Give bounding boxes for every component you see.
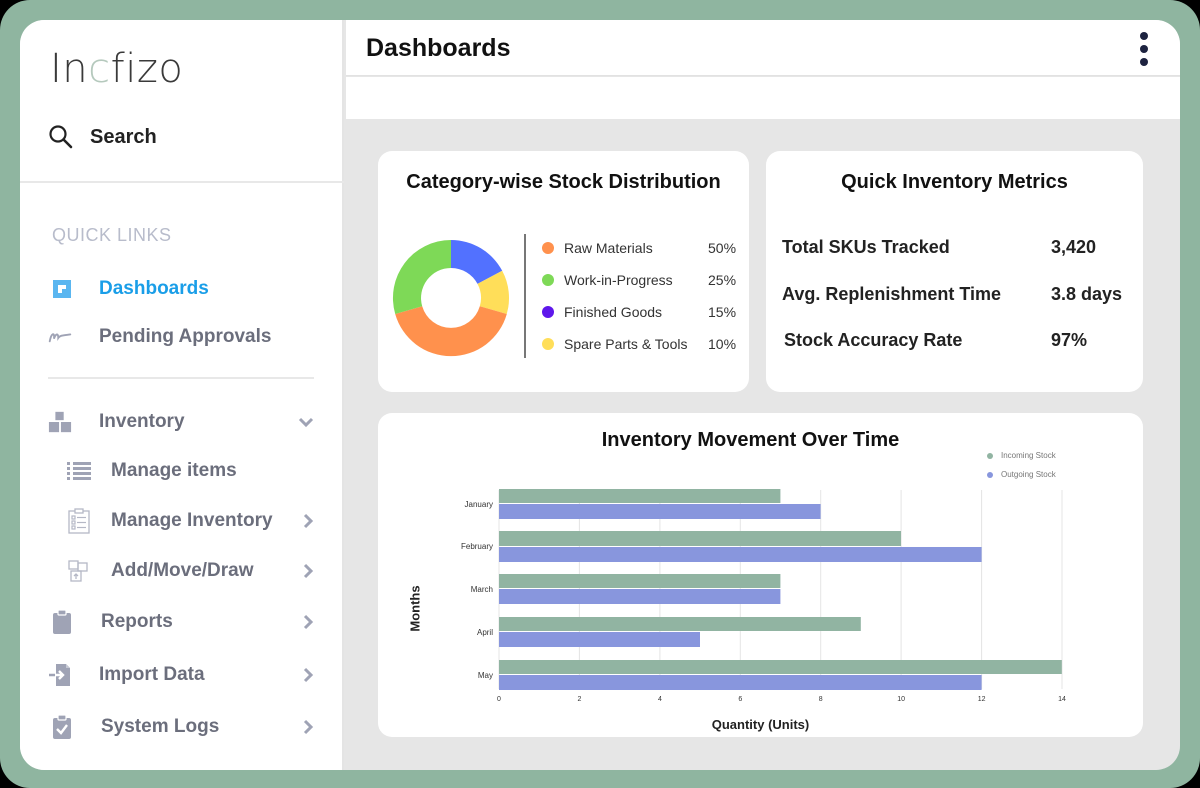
legend-swatch bbox=[542, 274, 554, 286]
dashboard-icon bbox=[50, 277, 74, 301]
y-axis-label: Months bbox=[407, 585, 423, 632]
sidebar-item-label: Pending Approvals bbox=[99, 326, 272, 347]
sidebar-item-label: Manage Inventory bbox=[111, 510, 273, 531]
quick-links-heading: QUICK LINKS bbox=[52, 225, 172, 245]
legend-divider bbox=[524, 234, 526, 358]
kebab-menu-icon[interactable] bbox=[1138, 32, 1150, 66]
divider bbox=[48, 377, 314, 379]
boxes-icon bbox=[48, 410, 72, 434]
sidebar-item-label: Import Data bbox=[99, 664, 205, 685]
sidebar-item-label: Manage items bbox=[111, 460, 237, 481]
card-title: Category-wise Stock Distribution bbox=[406, 171, 721, 193]
legend-item: Incoming Stock bbox=[987, 451, 1056, 460]
donut-chart bbox=[392, 239, 510, 357]
search-icon bbox=[49, 125, 73, 149]
svg-text:2: 2 bbox=[577, 696, 581, 703]
y-tick-label: April bbox=[477, 628, 493, 637]
subheader-bar bbox=[346, 77, 1180, 119]
y-tick-label: March bbox=[471, 585, 493, 594]
legend-swatch bbox=[542, 306, 554, 318]
y-tick-label: May bbox=[478, 671, 493, 680]
svg-text:8: 8 bbox=[819, 696, 823, 703]
metric-value: 3.8 days bbox=[1051, 284, 1123, 304]
sidebar-item-label: Reports bbox=[101, 611, 173, 632]
y-tick-label: February bbox=[461, 542, 493, 551]
sidebar: Incfizo Search QUICK LINKS Dashboards Pe… bbox=[20, 20, 344, 770]
svg-text:12: 12 bbox=[978, 696, 986, 703]
sidebar-item-import-data[interactable]: Import Data bbox=[48, 663, 314, 687]
quick-metrics-card: Quick Inventory Metrics Total SKUs Track… bbox=[766, 151, 1143, 392]
sidebar-item-pending-approvals[interactable]: Pending Approvals bbox=[48, 325, 271, 349]
legend-item: Outgoing Stock bbox=[987, 470, 1056, 479]
chart-title: Inventory Movement Over Time bbox=[601, 429, 900, 451]
clipboard-icon bbox=[50, 609, 74, 634]
sidebar-item-reports[interactable]: Reports bbox=[50, 609, 314, 634]
legend-swatch bbox=[542, 242, 554, 254]
package-move-icon bbox=[67, 559, 91, 583]
legend-swatch bbox=[987, 471, 993, 478]
checklist-icon bbox=[67, 508, 91, 534]
sidebar-item-label: Add/Move/Draw bbox=[111, 560, 254, 581]
list-icon bbox=[67, 459, 91, 483]
search-button[interactable]: Search bbox=[48, 124, 157, 150]
legend-item: Work-in-Progress 25% bbox=[542, 272, 736, 288]
metric-label: Avg. Replenishment Time bbox=[782, 284, 1002, 304]
sidebar-item-manage-items[interactable]: Manage items bbox=[67, 459, 237, 483]
search-label: Search bbox=[90, 125, 157, 148]
legend-item: Finished Goods 15% bbox=[542, 304, 736, 320]
chevron-right-icon bbox=[303, 563, 314, 579]
clipboard-check-icon bbox=[50, 714, 74, 739]
metric-value: 3,420 bbox=[1051, 237, 1097, 257]
legend-swatch bbox=[987, 452, 993, 459]
svg-text:14: 14 bbox=[1058, 696, 1066, 703]
card-title: Quick Inventory Metrics bbox=[841, 171, 1068, 193]
chevron-right-icon bbox=[303, 513, 314, 529]
sidebar-item-add-move-draw[interactable]: Add/Move/Draw bbox=[67, 559, 314, 583]
app-window: Incfizo Search QUICK LINKS Dashboards Pe… bbox=[20, 20, 1180, 770]
metric-label: Total SKUs Tracked bbox=[782, 237, 950, 257]
chevron-right-icon bbox=[303, 667, 314, 683]
file-import-icon bbox=[48, 663, 72, 687]
divider bbox=[20, 181, 344, 183]
svg-text:10: 10 bbox=[897, 696, 905, 703]
metric-value: 97% bbox=[1051, 330, 1088, 350]
page-header: Dashboards bbox=[346, 20, 1180, 76]
legend-item: Spare Parts & Tools 10% bbox=[542, 336, 736, 352]
sidebar-item-manage-inventory[interactable]: Manage Inventory bbox=[67, 508, 314, 534]
inventory-movement-card: Inventory Movement Over Time Incoming St… bbox=[378, 413, 1143, 737]
svg-text:4: 4 bbox=[658, 696, 662, 703]
page-title: Dashboards bbox=[366, 34, 511, 62]
sidebar-item-label: Dashboards bbox=[99, 278, 209, 299]
signature-icon bbox=[48, 325, 72, 349]
chevron-right-icon bbox=[303, 614, 314, 630]
legend-swatch bbox=[542, 338, 554, 350]
svg-text:0: 0 bbox=[497, 696, 501, 703]
sidebar-item-label: Inventory bbox=[99, 411, 185, 432]
bar-chart: January February March April May 0 2 4 6… bbox=[461, 489, 1066, 703]
sidebar-item-inventory[interactable]: Inventory bbox=[48, 410, 314, 434]
sidebar-item-label: System Logs bbox=[101, 716, 220, 737]
y-tick-label: January bbox=[465, 500, 493, 509]
svg-text:6: 6 bbox=[738, 696, 742, 703]
sidebar-item-system-logs[interactable]: System Logs bbox=[50, 714, 314, 739]
sidebar-item-dashboards[interactable]: Dashboards bbox=[50, 277, 209, 301]
chevron-right-icon bbox=[303, 719, 314, 735]
metric-label: Stock Accuracy Rate bbox=[784, 330, 963, 350]
stock-distribution-card: Category-wise Stock Distribution Raw Mat… bbox=[378, 151, 749, 392]
x-axis-label: Quantity (Units) bbox=[711, 717, 810, 732]
legend-item: Raw Materials 50% bbox=[542, 240, 736, 256]
app-logo: Incfizo bbox=[50, 46, 184, 92]
chevron-down-icon bbox=[298, 417, 314, 428]
